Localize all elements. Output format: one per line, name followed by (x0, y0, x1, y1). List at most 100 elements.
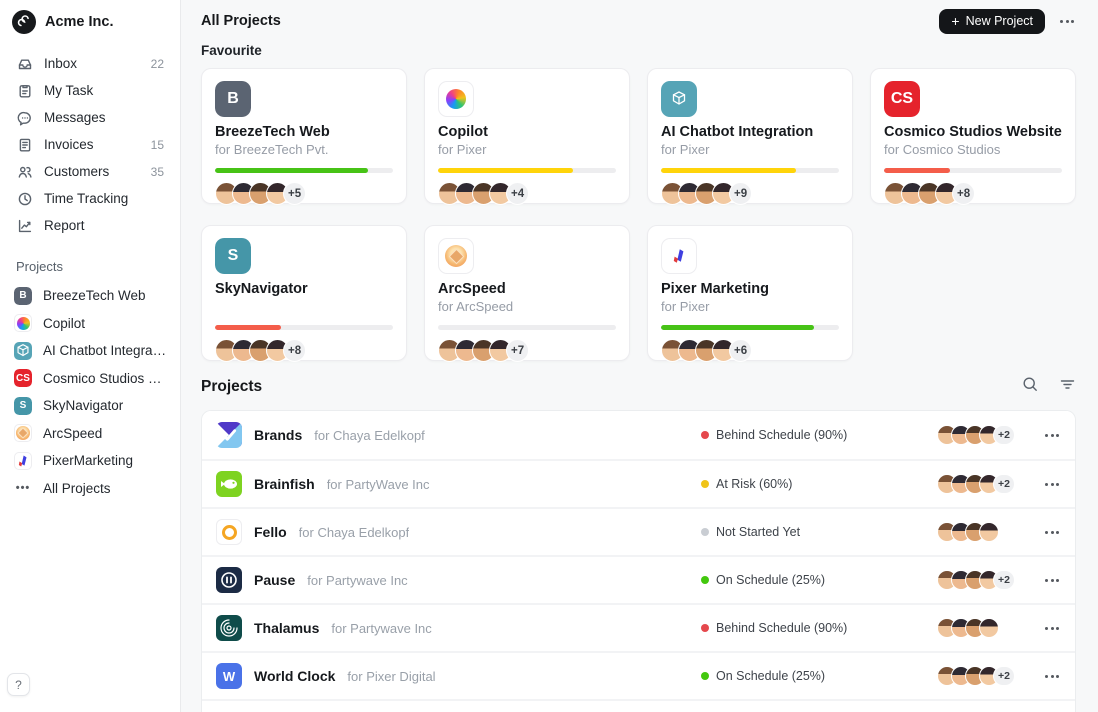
sidebar-item-invoices[interactable]: Invoices 15 (12, 131, 170, 158)
copilot-icon (14, 314, 32, 333)
cube-icon (14, 341, 32, 360)
project-card-breezetech-web[interactable]: B BreezeTech Web for BreezeTech Pvt. +5 (201, 68, 407, 205)
status-label: At Risk (60%) (716, 477, 793, 491)
brand-name: Acme Inc. (45, 14, 114, 30)
table-row-brands[interactable]: Brands for Chaya Edelkopf Behind Schedul… (202, 411, 1075, 459)
sidebar-item-my-task[interactable]: My Task (12, 77, 170, 104)
avatar-stack: +8 (884, 182, 976, 205)
avatar-overflow-badge: +7 (506, 339, 530, 362)
status-dot (701, 624, 709, 632)
card-project-name: AI Chatbot Integration (661, 124, 814, 140)
sidebar-item-customers[interactable]: Customers 35 (12, 158, 170, 185)
status-dot (701, 480, 709, 488)
sidebar-project-arcspeed[interactable]: ArcSpeed (12, 420, 170, 448)
sidebar-project-ai-chatbot-integration[interactable]: AI Chatbot Integration (12, 337, 170, 365)
progress-fill (215, 168, 369, 173)
project-card-skynavigator[interactable]: S SkyNavigator +8 (201, 225, 407, 362)
plus-icon: + (951, 12, 960, 29)
row-project-name: World Clock (254, 668, 336, 684)
table-row-fello[interactable]: Fello for Chaya Edelkopf Not Started Yet (202, 507, 1075, 555)
sidebar-project-skynavigator[interactable]: S SkyNavigator (12, 392, 170, 420)
progress-fill (884, 168, 950, 173)
status-label: Behind Schedule (90%) (716, 428, 848, 442)
project-card-pixer-marketing[interactable]: Pixer Marketing for Pixer +6 (647, 225, 853, 362)
avatar-overflow-badge: +2 (993, 666, 1015, 686)
monogram-icon: B (14, 286, 32, 305)
row-client: for Partywave Inc (331, 620, 432, 636)
invoices-icon (16, 136, 33, 153)
status-label: On Schedule (25%) (716, 669, 826, 683)
sidebar-project-all-projects[interactable]: ••• All Projects (15, 480, 111, 496)
new-project-button[interactable]: + New Project (939, 8, 1045, 34)
brand[interactable]: Acme Inc. (12, 8, 170, 38)
messages-icon (16, 109, 33, 126)
row-client: for Chaya Edelkopf (314, 427, 425, 443)
table-row-partial (202, 699, 1075, 712)
avatar-stack: +2 (937, 425, 1015, 445)
cube-icon (661, 81, 697, 117)
customers-icon (16, 163, 33, 180)
sidebar-project-copilot[interactable]: Copilot (12, 310, 170, 338)
table-row-world-clock[interactable]: W World Clock for Pixer Digital On Sched… (202, 651, 1075, 699)
row-more-options-icon[interactable] (1043, 479, 1061, 490)
table-row-pause[interactable]: Pause for Partywave Inc On Schedule (25%… (202, 555, 1075, 603)
count-badge: 22 (150, 56, 164, 71)
help-button[interactable]: ? (7, 673, 30, 696)
monogram-icon: CS (884, 81, 920, 117)
progress-fill (661, 168, 797, 173)
card-client: for BreezeTech Pvt. (215, 142, 329, 157)
row-client: for PartyWave Inc (326, 476, 430, 492)
main-header: All Projects + New Project (201, 7, 1076, 35)
sidebar-project-cosmico-studios-website[interactable]: CS Cosmico Studios Website (12, 365, 170, 393)
monogram-icon: B (215, 81, 251, 117)
progress-fill (438, 168, 574, 173)
sidebar-item-messages[interactable]: Messages (12, 104, 170, 131)
sidebar-project-breezetech-web[interactable]: B BreezeTech Web (12, 282, 170, 310)
project-card-copilot[interactable]: Copilot for Pixer +4 (424, 68, 630, 205)
search-icon[interactable] (1022, 376, 1039, 398)
sidebar: Acme Inc. Inbox 22 My Task Messages Inv (0, 0, 181, 712)
pixer-icon (14, 451, 32, 470)
status-dot (701, 431, 709, 439)
acme-logo-icon (12, 10, 36, 34)
row-more-options-icon[interactable] (1043, 623, 1061, 634)
table-row-brainfish[interactable]: Brainfish for PartyWave Inc At Risk (60%… (202, 459, 1075, 507)
row-more-options-icon[interactable] (1043, 671, 1061, 682)
row-more-options-icon[interactable] (1043, 575, 1061, 586)
avatar-stack: +2 (937, 474, 1015, 494)
project-card-arcspeed[interactable]: ArcSpeed for ArcSpeed +7 (424, 225, 630, 362)
progress-fill (215, 325, 281, 330)
sidebar-project-pixermarketing[interactable]: PixerMarketing (12, 447, 170, 475)
avatar-overflow-badge: +9 (729, 182, 753, 205)
avatar-overflow-badge: +2 (993, 425, 1015, 445)
status: At Risk (60%) (701, 477, 937, 491)
filter-icon[interactable] (1059, 376, 1076, 398)
row-client: for Chaya Edelkopf (298, 524, 410, 540)
avatar-stack: +2 (937, 570, 1015, 590)
row-more-options-icon[interactable] (1043, 430, 1061, 441)
row-more-options-icon[interactable] (1043, 527, 1061, 538)
status: On Schedule (25%) (701, 669, 937, 683)
project-card-cosmico-studios-website[interactable]: CS Cosmico Studios Website for Cosmico S… (870, 68, 1076, 205)
sidebar-item-report[interactable]: Report (12, 212, 170, 239)
card-project-name: BreezeTech Web (215, 124, 330, 140)
more-options-icon[interactable] (1058, 16, 1076, 27)
thalamus-icon (216, 615, 242, 641)
sidebar-item-time-tracking[interactable]: Time Tracking (12, 185, 170, 212)
avatar-overflow-badge: +5 (283, 182, 307, 205)
favourite-cards-grid: B BreezeTech Web for BreezeTech Pvt. +5 … (201, 68, 1076, 362)
monogram-icon: S (14, 396, 32, 415)
card-client: for Pixer (661, 299, 710, 314)
table-row-thalamus[interactable]: Thalamus for Partywave Inc Behind Schedu… (202, 603, 1075, 651)
progress-bar (661, 325, 839, 330)
card-project-name: Cosmico Studios Website (884, 124, 1062, 140)
monogram-icon: S (215, 238, 251, 274)
sidebar-projects-label: Projects (16, 259, 63, 274)
status-label: On Schedule (25%) (716, 573, 826, 587)
project-card-ai-chatbot-integration[interactable]: AI Chatbot Integration for Pixer +9 (647, 68, 853, 205)
sidebar-item-inbox[interactable]: Inbox 22 (12, 50, 170, 77)
avatar-overflow-badge: +6 (729, 339, 753, 362)
avatar-stack: +4 (438, 182, 530, 205)
avatar-overflow-badge: +2 (993, 474, 1015, 494)
